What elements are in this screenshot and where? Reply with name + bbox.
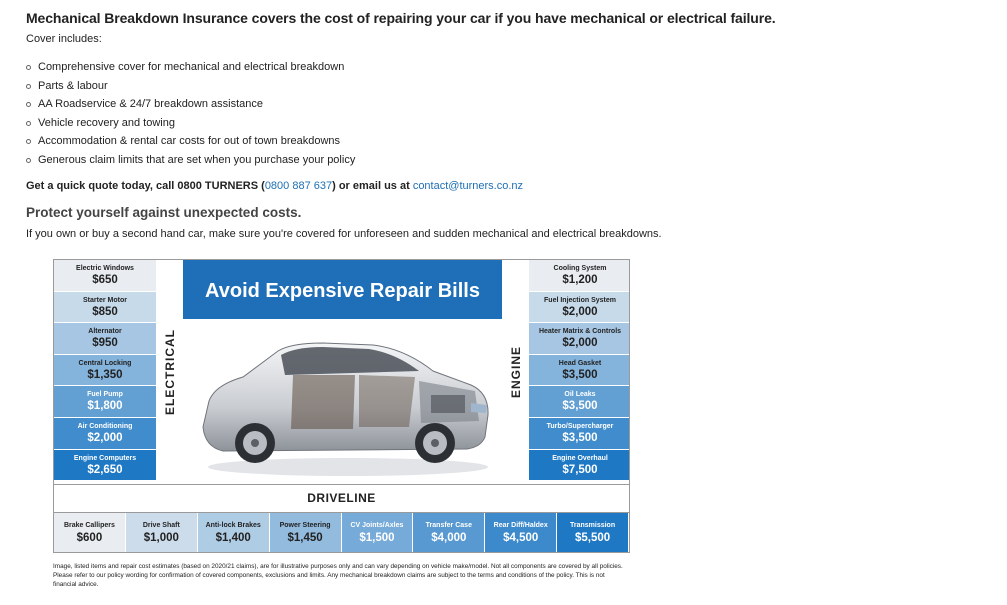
circle-bullet-icon — [26, 102, 31, 108]
cost-label: Head Gasket — [558, 359, 602, 367]
cost-amount: $3,500 — [562, 400, 598, 413]
cost-amount: $2,000 — [562, 305, 598, 318]
cost-cell: Engine Computers $2,650 — [54, 449, 156, 482]
driveline-costs-row: Brake Callipers $600 Drive Shaft $1,000 Anti… — [54, 513, 629, 552]
cost-amount: $850 — [92, 305, 118, 318]
cost-label: Transmission — [569, 522, 616, 529]
email-link[interactable]: contact@turners.co.nz — [412, 180, 524, 192]
list-item: AA Roadservice & 24/7 breakdown assistan… — [26, 95, 355, 114]
cost-cell: Central Locking $1,350 — [54, 354, 156, 387]
cost-label: Anti-lock Brakes — [205, 522, 261, 529]
cost-label: CV Joints/Axles — [350, 522, 404, 529]
protect-heading: Protect yourself against unexpected cost… — [26, 205, 302, 220]
cost-amount: $950 — [92, 337, 118, 350]
cost-amount: $1,400 — [215, 532, 251, 544]
cost-cell: Cooling System $1,200 — [529, 260, 629, 292]
phone-link[interactable]: 0800 887 637 — [264, 180, 333, 192]
cost-amount: $5,500 — [574, 532, 611, 544]
cost-amount: $3,500 — [562, 431, 598, 444]
cost-cell: Brake Callipers $600 — [54, 513, 126, 552]
protect-description: If you own or buy a second hand car, mak… — [26, 228, 662, 240]
cost-amount: $1,200 — [562, 274, 598, 286]
cost-label: Engine Computers — [73, 454, 137, 462]
cost-amount: $2,000 — [87, 431, 123, 444]
cost-cell: Transfer Case $4,000 — [413, 513, 486, 552]
repair-costs-infographic: Electric Windows $650 Starter Motor $850 Alt… — [53, 259, 630, 553]
cover-list: Comprehensive cover for mechanical and e… — [26, 58, 355, 170]
cover-label: Cover includes: — [26, 33, 102, 45]
cost-cell: Fuel Injection System $2,000 — [529, 291, 629, 324]
circle-bullet-icon — [26, 65, 31, 70]
cost-label: Drive Shaft — [142, 522, 180, 529]
list-item: Comprehensive cover for mechanical and e… — [26, 58, 355, 77]
engine-label: ENGINE — [508, 345, 523, 399]
cost-cell: Air Conditioning $2,000 — [54, 417, 156, 450]
list-item: Accommodation & rental car costs for out… — [26, 132, 355, 151]
engine-costs-column: Cooling System $1,200 Fuel Injection Syste… — [529, 260, 629, 482]
cost-cell: Rear Diff/Haldex $4,500 — [485, 513, 558, 552]
cost-label: Power Steering — [279, 522, 331, 529]
cost-label: Starter Motor — [83, 296, 127, 304]
cost-amount: $2,650 — [87, 463, 123, 476]
cost-cell: Fuel Pump $1,800 — [54, 386, 156, 418]
cost-amount: $1,000 — [143, 532, 179, 544]
circle-bullet-icon — [26, 83, 31, 89]
disclaimer-text: Image, listed items and repair cost esti… — [53, 563, 623, 588]
cost-cell: Head Gasket $3,500 — [529, 354, 629, 387]
cost-cell: Starter Motor $850 — [54, 291, 156, 324]
cost-cell: Engine Overhaul $7,500 — [529, 449, 629, 482]
cost-amount: $1,450 — [287, 532, 323, 544]
cost-cell: Electric Windows $650 — [54, 260, 156, 292]
car-illustration — [202, 342, 489, 476]
cost-label: Transfer Case — [425, 522, 472, 529]
cost-cell: Anti-lock Brakes $1,400 — [197, 513, 270, 552]
list-item: Vehicle recovery and towing — [26, 114, 355, 133]
cost-label: Cooling System — [553, 265, 607, 272]
cost-label: Fuel Injection System — [544, 296, 616, 304]
cost-cell: Power Steering $1,450 — [269, 513, 342, 552]
driveline-label: DRIVELINE — [54, 484, 629, 513]
cost-label: Electric Windows — [76, 265, 134, 272]
cost-amount: $3,500 — [562, 368, 598, 381]
cost-cell: Drive Shaft $1,000 — [125, 513, 198, 552]
cost-label: Alternator — [88, 328, 122, 336]
cost-label: Rear Diff/Haldex — [493, 522, 548, 529]
circle-bullet-icon — [26, 139, 31, 145]
cost-cell: Alternator $950 — [54, 323, 156, 355]
cost-label: Turbo/Supercharger — [546, 422, 614, 430]
electrical-costs-column: Electric Windows $650 Starter Motor $850 Alt… — [54, 260, 156, 482]
cost-amount: $1,800 — [87, 400, 123, 413]
cost-label: Fuel Pump — [87, 391, 123, 399]
cost-cell: Oil Leaks $3,500 — [529, 386, 629, 418]
list-item: Parts & labour — [26, 77, 355, 96]
cost-label: Heater Matrix & Controls — [538, 328, 622, 336]
cost-amount: $7,500 — [562, 463, 598, 476]
quote-line: Get a quick quote today, call 0800 TURNE… — [26, 180, 524, 192]
electrical-label: ELECTRICAL — [162, 329, 177, 415]
circle-bullet-icon — [26, 120, 31, 126]
cost-label: Engine Overhaul — [552, 454, 608, 462]
cost-amount: $1,500 — [359, 532, 395, 544]
cost-cell: Transmission $5,500 — [557, 513, 629, 552]
cost-label: Air Conditioning — [77, 422, 133, 430]
cost-cell: Heater Matrix & Controls $2,000 — [529, 323, 629, 355]
cost-cell: CV Joints/Axles $1,500 — [341, 513, 414, 552]
cost-label: Central Locking — [78, 359, 132, 367]
cost-amount: $650 — [92, 274, 118, 286]
cost-amount: $4,500 — [503, 532, 539, 544]
cost-label: Oil Leaks — [564, 391, 596, 399]
list-item: Generous claim limits that are set when … — [26, 151, 355, 170]
page-headline: Mechanical Breakdown Insurance covers th… — [26, 10, 776, 26]
infographic-banner: Avoid Expensive Repair Bills — [183, 260, 502, 319]
cost-amount: $4,000 — [431, 532, 467, 544]
cost-amount: $2,000 — [562, 337, 598, 350]
cost-cell: Turbo/Supercharger $3,500 — [529, 417, 629, 450]
cost-amount: $1,350 — [87, 368, 123, 381]
car-cutaway-image — [183, 319, 502, 484]
cost-amount: $600 — [76, 532, 103, 544]
cost-label: Brake Callipers — [63, 522, 115, 529]
circle-bullet-icon — [26, 157, 31, 163]
